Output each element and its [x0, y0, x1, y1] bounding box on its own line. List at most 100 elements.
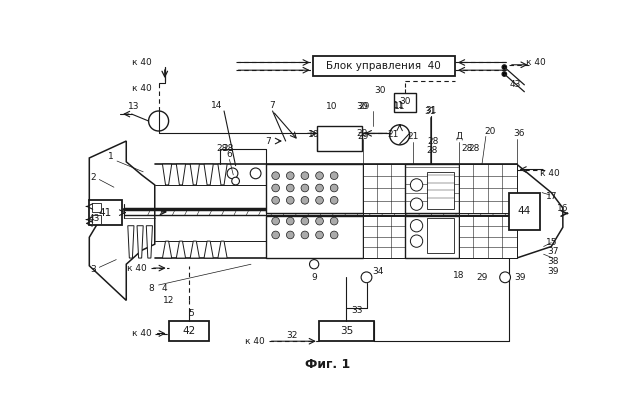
Circle shape — [287, 184, 294, 192]
Text: 1: 1 — [108, 152, 114, 161]
Polygon shape — [163, 241, 172, 258]
Circle shape — [232, 177, 239, 185]
Circle shape — [272, 196, 280, 204]
Circle shape — [316, 217, 323, 225]
Circle shape — [410, 235, 422, 247]
Text: 2: 2 — [90, 173, 96, 182]
Text: 9: 9 — [311, 273, 317, 282]
Text: 30: 30 — [374, 87, 386, 95]
Circle shape — [502, 65, 507, 69]
Bar — [319, 321, 374, 341]
Circle shape — [287, 231, 294, 239]
Polygon shape — [163, 164, 172, 185]
Text: к 40: к 40 — [132, 329, 152, 338]
Circle shape — [316, 196, 323, 204]
Circle shape — [272, 231, 280, 239]
Text: 20: 20 — [484, 127, 495, 135]
Text: 35: 35 — [340, 326, 353, 336]
Text: 28: 28 — [216, 144, 227, 153]
Circle shape — [330, 196, 338, 204]
Text: 14: 14 — [211, 101, 222, 110]
Text: 38: 38 — [547, 257, 559, 266]
Text: 34: 34 — [372, 267, 384, 275]
Text: 31: 31 — [425, 107, 436, 116]
Circle shape — [310, 260, 319, 269]
Text: Блок управления  40: Блок управления 40 — [326, 61, 441, 71]
Text: 39: 39 — [547, 268, 559, 276]
Text: 30: 30 — [356, 102, 367, 111]
Polygon shape — [190, 241, 200, 258]
Text: к 40: к 40 — [526, 58, 546, 67]
Text: 44: 44 — [518, 206, 531, 216]
Text: 39: 39 — [514, 273, 525, 282]
Circle shape — [272, 172, 280, 179]
Text: 10: 10 — [308, 130, 320, 139]
Circle shape — [390, 125, 410, 145]
Text: 28: 28 — [461, 144, 472, 153]
Bar — [92, 203, 101, 212]
Circle shape — [301, 196, 308, 204]
Text: к 40: к 40 — [245, 337, 265, 346]
Circle shape — [272, 217, 280, 225]
Polygon shape — [176, 164, 186, 185]
Text: 3: 3 — [90, 265, 96, 274]
Text: 29: 29 — [357, 132, 369, 141]
Circle shape — [287, 217, 294, 225]
Text: 43: 43 — [509, 80, 521, 89]
Text: 28: 28 — [468, 144, 480, 153]
Polygon shape — [147, 226, 152, 258]
Text: 18: 18 — [453, 270, 465, 280]
Text: 28: 28 — [426, 146, 438, 155]
Text: 17: 17 — [545, 192, 557, 201]
Bar — [405, 164, 459, 213]
Bar — [459, 216, 516, 258]
Polygon shape — [218, 164, 227, 185]
Circle shape — [316, 231, 323, 239]
Text: 5: 5 — [189, 309, 195, 318]
Text: 43: 43 — [89, 214, 100, 222]
Text: 16: 16 — [557, 204, 568, 212]
Circle shape — [301, 172, 308, 179]
Text: 28: 28 — [222, 144, 234, 153]
Circle shape — [287, 196, 294, 204]
Bar — [427, 172, 454, 209]
Circle shape — [502, 72, 507, 76]
Circle shape — [301, 217, 308, 225]
Text: 6: 6 — [227, 150, 232, 158]
Polygon shape — [128, 226, 134, 258]
Bar — [427, 218, 454, 252]
Polygon shape — [204, 164, 213, 185]
Polygon shape — [190, 164, 200, 185]
Circle shape — [301, 184, 308, 192]
Circle shape — [316, 184, 323, 192]
Bar — [317, 126, 362, 151]
Polygon shape — [90, 141, 155, 301]
Polygon shape — [137, 226, 143, 258]
Bar — [459, 164, 516, 213]
Text: 7: 7 — [265, 137, 271, 145]
Text: к 40: к 40 — [127, 264, 147, 273]
Text: к 40: к 40 — [132, 58, 152, 67]
Bar — [509, 193, 540, 229]
Text: 30: 30 — [399, 97, 411, 106]
Text: 8: 8 — [148, 284, 154, 293]
Text: 4: 4 — [162, 284, 168, 293]
Circle shape — [250, 168, 261, 179]
Circle shape — [330, 172, 338, 179]
Circle shape — [330, 184, 338, 192]
Circle shape — [361, 272, 372, 283]
Bar — [90, 200, 122, 225]
Text: к 40: к 40 — [540, 169, 559, 178]
Text: к 40: к 40 — [132, 84, 152, 93]
Bar — [266, 216, 363, 258]
Circle shape — [410, 198, 422, 210]
Polygon shape — [176, 241, 186, 258]
Text: 12: 12 — [163, 296, 174, 305]
Polygon shape — [516, 164, 563, 258]
Text: 7: 7 — [269, 101, 275, 110]
Circle shape — [148, 111, 168, 131]
Polygon shape — [204, 241, 213, 258]
Circle shape — [227, 168, 238, 179]
Text: 11: 11 — [393, 101, 404, 110]
Bar — [312, 56, 455, 76]
